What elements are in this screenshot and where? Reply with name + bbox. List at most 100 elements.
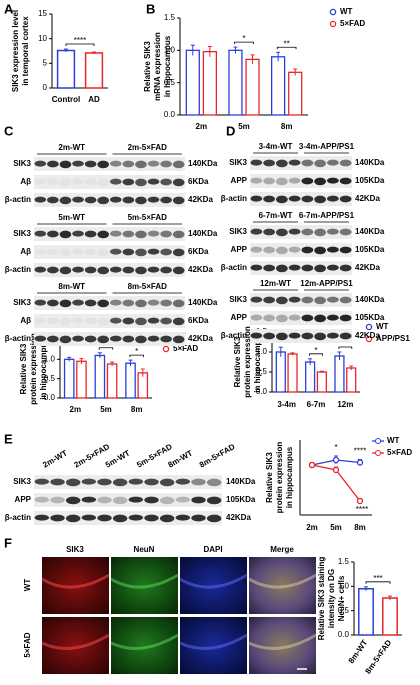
y-axis-label: protein expression	[275, 442, 284, 514]
blot-band	[147, 335, 160, 342]
blot-band	[314, 264, 326, 273]
blot-band	[339, 159, 352, 167]
x-tick-label: 2m	[306, 523, 318, 532]
blot-band	[172, 248, 185, 257]
blot-band	[97, 478, 112, 486]
bar	[94, 354, 106, 399]
y-axis-label: Relative SIK3 staining	[317, 557, 326, 641]
size-label: 140KDa	[226, 477, 256, 486]
bar	[287, 353, 298, 393]
blot-band	[72, 196, 84, 203]
lane-header: 3-4m-APP/PS1	[299, 142, 355, 151]
blot-band	[172, 230, 185, 239]
y-tick-label: 1.0	[256, 347, 268, 356]
blot-band	[327, 159, 339, 166]
blot-band	[110, 230, 122, 237]
blot-band	[276, 159, 288, 168]
blot-strip	[34, 227, 185, 241]
y-tick-label: 0.5	[164, 78, 176, 87]
blot-band	[301, 264, 314, 272]
legend-marker	[375, 438, 381, 444]
blot-band	[276, 264, 288, 273]
blot-band	[81, 478, 97, 485]
row-label: SIK3	[13, 477, 31, 486]
bar	[245, 58, 260, 116]
blot-band	[65, 496, 81, 505]
micrograph-structure	[110, 633, 179, 650]
blot-band	[59, 230, 72, 239]
micrograph-structure	[41, 573, 110, 589]
blot-band	[47, 248, 59, 256]
blot-band	[147, 317, 160, 324]
bar	[202, 50, 218, 116]
blot-band	[84, 160, 97, 168]
y-tick-label: 10	[38, 34, 47, 43]
blot-band	[122, 160, 135, 168]
blot-band	[263, 264, 275, 272]
blot-band	[263, 177, 275, 185]
blot-band	[301, 332, 314, 340]
bar	[56, 49, 76, 89]
micrograph-structure	[41, 633, 110, 650]
blot-band	[97, 496, 112, 504]
y-tick-label: 15	[38, 9, 47, 18]
blot-band	[47, 317, 59, 325]
bar	[84, 52, 104, 89]
blot-band	[122, 178, 135, 186]
blot-band	[97, 335, 109, 344]
x-tick-label: AD	[88, 95, 100, 104]
blot-band	[34, 317, 47, 324]
bar	[316, 371, 327, 393]
row-label: β-actin	[5, 513, 31, 522]
lane-header: 12m-APP/PS1	[300, 279, 353, 288]
row-label: SIK3	[13, 229, 31, 238]
blot-band	[47, 178, 59, 186]
row-label: APP	[231, 176, 248, 185]
blot-band	[276, 296, 288, 305]
significance: *	[242, 34, 245, 43]
blot-strip	[250, 156, 352, 170]
significance: ****	[356, 505, 368, 514]
blot-band	[191, 514, 206, 522]
significance-bracket	[338, 346, 353, 349]
legend-label: APP/PS1	[376, 334, 410, 343]
y-axis-label: in hippocampus	[163, 35, 172, 97]
blot-band	[112, 514, 128, 523]
column-header: DAPI	[203, 545, 222, 554]
blot-band	[34, 196, 47, 203]
blot-strip	[34, 157, 185, 171]
blot-band	[250, 228, 263, 235]
x-tick-label: 3-4m	[277, 400, 296, 409]
blot-band	[97, 196, 109, 205]
row-label: Aβ	[20, 177, 31, 186]
bar	[228, 49, 243, 116]
blot-band	[339, 177, 352, 185]
size-label: 140KDa	[188, 229, 218, 238]
blot-strip	[250, 243, 352, 257]
panel-label: E	[4, 431, 13, 446]
row-label: β-actin	[5, 265, 31, 274]
bar	[305, 361, 316, 393]
lane-header: 8m-5×FAD	[128, 282, 168, 291]
legend-marker	[162, 345, 170, 353]
blot-band	[276, 246, 288, 255]
row-label: β-actin	[221, 194, 247, 203]
blot-band	[84, 178, 97, 186]
micrograph-structure	[248, 573, 317, 589]
row-label: Aβ	[20, 247, 31, 256]
blot-band	[301, 195, 314, 203]
blot-band	[135, 230, 147, 239]
lane-header: 8m-WT	[58, 282, 85, 291]
blot-band	[339, 246, 352, 254]
blot-band	[147, 266, 160, 273]
legend-marker	[329, 20, 337, 28]
blot-strip	[34, 332, 185, 346]
blot-band	[172, 317, 185, 326]
bar	[185, 49, 200, 116]
blot-band	[50, 478, 65, 486]
blot-strip	[250, 192, 352, 206]
blot-strip	[34, 193, 185, 207]
legend-label: WT	[387, 436, 400, 445]
point	[332, 456, 340, 464]
blot-band	[250, 314, 263, 321]
